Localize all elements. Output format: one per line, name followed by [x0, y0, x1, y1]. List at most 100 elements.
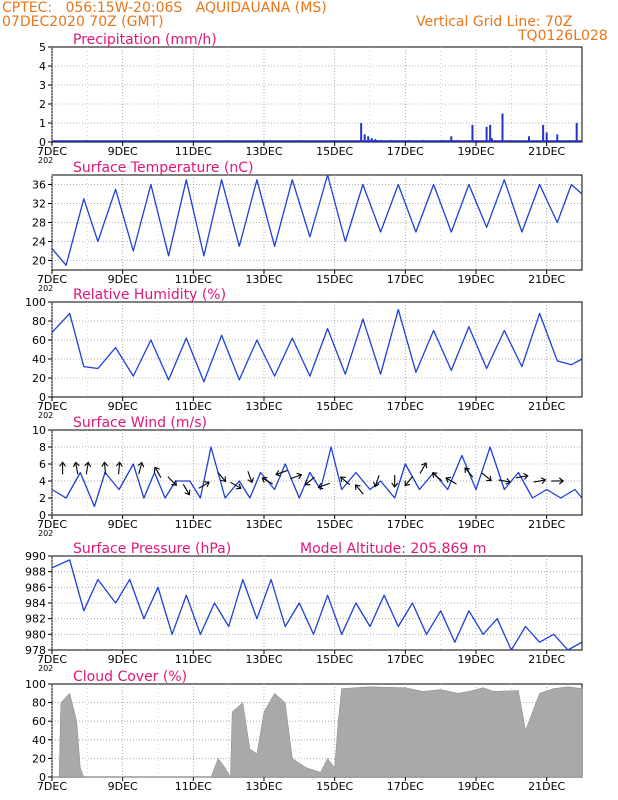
x-tick-label: 21DEC: [528, 780, 565, 793]
wind-arrow-shaft: [355, 484, 364, 495]
y-tick-label: 20: [32, 752, 46, 765]
wind-arrow-shaft: [217, 471, 226, 482]
wind-arrow-shaft: [419, 462, 427, 474]
wind-arrow-head: [72, 461, 80, 468]
y-tick-label: 100: [25, 678, 46, 691]
precip-frame: [51, 46, 583, 143]
x-tick-label: 17DEC: [387, 273, 424, 286]
temp-title: Surface Temperature (nC): [73, 160, 254, 176]
x-tick-label: 17DEC: [387, 400, 424, 413]
x-tick-label: 21DEC: [528, 653, 565, 666]
wind-arrow: [354, 484, 364, 495]
wind-arrow: [464, 467, 474, 478]
header-grid-note: Vertical Grid Line: 70Z: [416, 14, 573, 30]
wind-arrow-head: [540, 477, 547, 484]
precip-bar: [471, 124, 474, 142]
wind-arrow-shaft: [318, 482, 330, 488]
wind-arrow: [481, 472, 492, 482]
x-tick-label: 19DEC: [457, 780, 494, 793]
wind-arrow: [115, 461, 123, 475]
wind-arrow: [167, 476, 177, 486]
precip-bar: [556, 134, 559, 142]
x-tick-label: 7DEC: [37, 145, 67, 158]
wind-arrow: [445, 476, 457, 485]
y-tick-label: 24: [32, 236, 46, 249]
y-tick-label: 986: [25, 581, 46, 594]
cloud-title: Cloud Cover (%): [73, 669, 187, 685]
wind-arrow-shaft: [75, 462, 79, 475]
temp-panel: 20 24 28 32 36 7DEC 9DEC 11DEC 13DEC 15DEC 17DEC 19…: [32, 160, 583, 293]
wind-arrow-shaft: [182, 484, 190, 495]
wind-arrow-shaft: [138, 462, 143, 475]
rh-panel: 0 20 40 60 80 100 7DEC 9DEC 11DEC 13DEC 15DEC 17DEC…: [25, 287, 583, 420]
wind-arrow: [59, 461, 67, 475]
wind-arrow-head: [558, 477, 565, 485]
wind-arrow-head: [220, 476, 227, 483]
x-tick-label: 9DEC: [108, 518, 138, 531]
precip-bar: [528, 136, 530, 142]
x-tick-label: 15DEC: [316, 400, 353, 413]
y-tick-label: 100: [25, 296, 46, 309]
y-tick-label: 20: [32, 372, 46, 385]
wind-arrow: [247, 470, 254, 484]
x-tick-label: 15DEC: [316, 518, 353, 531]
wind-arrow-shaft: [464, 467, 474, 478]
x-tick-label: 21DEC: [528, 145, 565, 158]
wind-arrow-shaft: [304, 476, 315, 486]
wind-arrow-head: [153, 466, 160, 473]
wind-arrow-head: [304, 479, 311, 486]
y-tick-label: 36: [32, 179, 46, 192]
x-tick-label: 15DEC: [316, 780, 353, 793]
x-tick-label: 11DEC: [175, 780, 212, 793]
x-tick-label: 17DEC: [387, 518, 424, 531]
cloud-panel: 0 20 40 60 80 100 7DEC 9DEC 11DEC 13DEC 15DEC 17DEC…: [25, 669, 583, 793]
x-tick-label: 17DEC: [387, 145, 424, 158]
y-tick-label: 982: [25, 613, 46, 626]
year-label: 202: [38, 411, 53, 420]
wind-arrow-shaft: [374, 475, 380, 487]
wind-arrow-shaft: [432, 472, 443, 482]
rh-line: [51, 308, 583, 383]
x-tick-label: 13DEC: [245, 780, 282, 793]
wind-arrow-head: [445, 476, 452, 483]
x-tick-label: 21DEC: [528, 518, 565, 531]
pressure-panel: 978 980 982 984 986 988 990 7DEC 9DEC 11DEC 13DEC 1…: [25, 541, 583, 673]
x-tick-label: 11DEC: [175, 145, 212, 158]
wind-arrow: [317, 482, 330, 490]
wind-arrow-head: [296, 472, 303, 480]
wind-arrow: [261, 476, 273, 485]
wind-arrow: [230, 481, 242, 490]
rh-frame: [51, 301, 583, 398]
x-tick-label: 9DEC: [108, 273, 138, 286]
wind-arrow: [101, 461, 109, 475]
wind-arrow: [515, 473, 529, 480]
wind-arrow-head: [404, 480, 411, 487]
x-tick-label: 13DEC: [245, 400, 282, 413]
x-tick-label: 13DEC: [245, 145, 282, 158]
pressure-note: Model Altitude: 205.869 m: [300, 541, 486, 557]
precip-panel: 0 1 2 3 4 5 7DEC 9DEC 11DEC 13DEC 15DEC 17DEC 19DEC 2…: [37, 32, 583, 165]
x-tick-label: 17DEC: [387, 780, 424, 793]
wind-arrow: [182, 484, 191, 496]
x-tick-label: 19DEC: [457, 518, 494, 531]
x-tick-label: 21DEC: [528, 273, 565, 286]
wind-arrow-head: [421, 462, 428, 469]
wind-arrow-shaft: [198, 481, 210, 489]
header-datetime: 07DEC2020 70Z (GMT): [2, 14, 164, 30]
pressure-line: [51, 559, 583, 651]
wind-arrow-head: [340, 476, 346, 483]
wind-arrow-head: [505, 478, 512, 485]
wind-arrow-head: [235, 483, 242, 490]
x-tick-label: 7DEC: [37, 518, 67, 531]
x-tick-label: 13DEC: [245, 653, 282, 666]
cloud-area: [52, 686, 583, 778]
wind-arrow: [391, 475, 399, 488]
wind-arrow: [304, 476, 315, 486]
y-tick-label: 40: [32, 353, 46, 366]
year-label: 202: [38, 529, 53, 538]
y-tick-label: 0: [39, 136, 46, 149]
wind-arrow-shaft: [275, 469, 288, 476]
wind-line: [51, 446, 583, 508]
wind-arrow-head: [354, 484, 361, 490]
